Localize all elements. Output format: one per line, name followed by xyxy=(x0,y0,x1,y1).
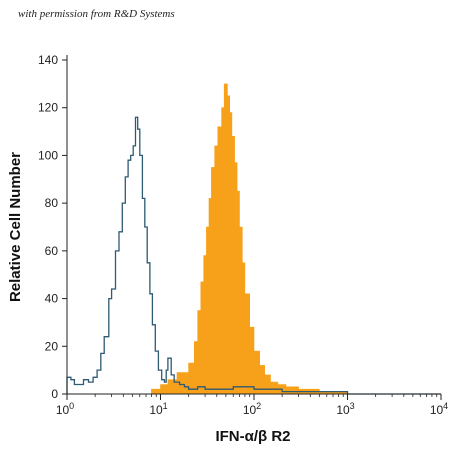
y-tick-label: 60 xyxy=(45,244,59,258)
outline-histogram-series xyxy=(66,116,441,395)
tick-label-layer: 0 20 40 60 80 100 120 140 100 101 102 103 104 xyxy=(38,53,448,417)
filled-histogram-series xyxy=(132,83,376,395)
y-tick-label: 120 xyxy=(38,101,58,115)
permission-credit: with permission from R&D Systems xyxy=(18,8,175,20)
outline-histogram-layer xyxy=(66,116,441,395)
x-tick-label: 104 xyxy=(430,401,448,417)
x-tick-label: 103 xyxy=(336,401,354,417)
x-axis-title: IFN-α/β R2 xyxy=(215,428,290,445)
filled-histogram-layer xyxy=(132,83,376,395)
x-tick-label: 101 xyxy=(149,401,167,417)
x-tick-label: 100 xyxy=(56,401,74,417)
y-tick-label: 0 xyxy=(51,387,58,401)
y-axis-title: Relative Cell Number xyxy=(7,152,24,302)
y-tick-label: 20 xyxy=(45,339,59,353)
y-tick-label: 140 xyxy=(38,53,58,67)
axes-layer xyxy=(62,55,442,400)
y-tick-label: 80 xyxy=(45,196,59,210)
y-tick-label: 40 xyxy=(45,292,59,306)
x-tick-label: 102 xyxy=(243,401,261,417)
y-tick-label: 100 xyxy=(38,148,58,162)
